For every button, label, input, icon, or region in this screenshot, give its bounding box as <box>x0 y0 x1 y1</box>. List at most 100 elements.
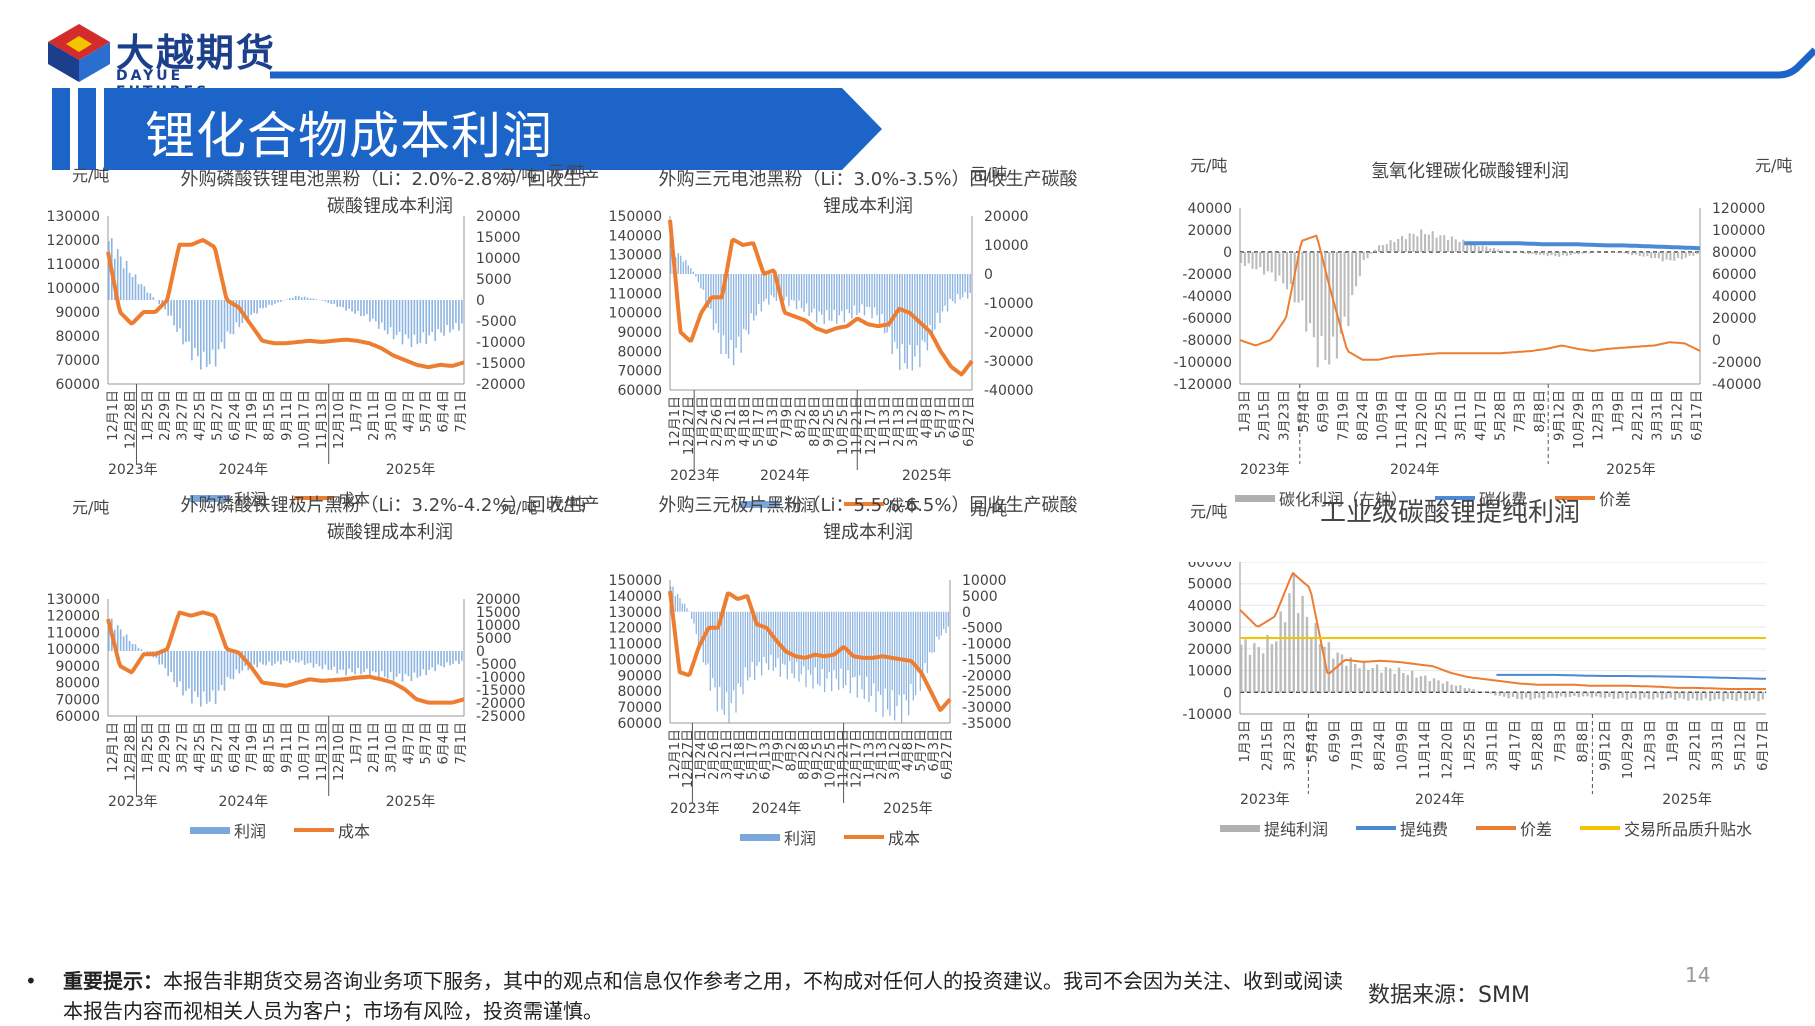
profit-bar <box>1639 692 1641 700</box>
profit-bar <box>733 612 734 691</box>
profit-bar <box>1577 252 1579 254</box>
y-left-tick-label: 110000 <box>609 286 662 302</box>
profit-bar <box>1411 671 1413 692</box>
profit-bar <box>1534 692 1536 698</box>
profit-bar <box>1661 692 1663 699</box>
profit-bar <box>265 651 267 665</box>
profit-bar <box>378 300 380 329</box>
y-left-tick-label: 130000 <box>609 248 662 264</box>
profit-bar <box>393 300 395 339</box>
profit-bar <box>325 300 327 301</box>
profit-bar <box>405 651 407 674</box>
x-tick-label: 12月27日 <box>682 396 697 455</box>
profit-bar <box>1705 692 1707 698</box>
y-left-tick-label: 110000 <box>47 625 100 641</box>
y-left-unit: 元/吨 <box>548 490 585 514</box>
profit-bar <box>455 300 457 323</box>
profit-bar <box>250 651 252 665</box>
profit-bar <box>1635 252 1637 255</box>
profit-bar <box>915 612 916 695</box>
y-right-tick-label: -20000 <box>1712 355 1762 371</box>
profit-bar <box>135 274 137 300</box>
profit-bar <box>253 651 255 665</box>
profit-bar <box>301 651 303 660</box>
x-tick-label: 3月31日 <box>1651 390 1666 441</box>
profit-bar <box>173 651 175 682</box>
profit-bar <box>176 651 178 687</box>
profit-bar <box>1464 688 1466 692</box>
profit-bar <box>1678 692 1680 698</box>
profit-bar <box>1687 692 1689 700</box>
profit-bar <box>292 651 294 660</box>
chart-title: 工业级碳酸锂提纯利润 <box>1280 500 1620 527</box>
profit-bar <box>1740 692 1742 698</box>
profit-bar <box>1279 611 1281 692</box>
year-label: 2023年 <box>670 468 720 484</box>
y-left-tick-label: 20000 <box>1187 642 1232 658</box>
x-tick-label: 7月1日 <box>454 390 469 433</box>
profit-bar <box>1319 644 1321 692</box>
profit-bar <box>129 273 131 300</box>
profit-bar <box>962 274 963 297</box>
profit-bar <box>339 651 341 670</box>
profit-bar <box>274 651 276 664</box>
y-right-tick-label: 0 <box>1712 333 1721 349</box>
x-tick-label: 7月9日 <box>780 396 795 439</box>
y-left-tick-label: 100000 <box>609 306 662 322</box>
profit-bar <box>685 260 686 274</box>
profit-bar <box>849 274 850 313</box>
profit-bar <box>934 274 935 330</box>
y-left-tick-label: 90000 <box>55 659 100 675</box>
x-tick-label: 3月12日 <box>906 396 921 447</box>
profit-bar <box>777 612 778 658</box>
profit-bar <box>230 651 232 679</box>
profit-bar <box>1443 235 1445 252</box>
profit-bar <box>815 612 816 668</box>
legend-line-swatch-icon <box>294 828 334 832</box>
profit-bar <box>1345 666 1347 693</box>
profit-bar <box>738 274 739 337</box>
profit-bar <box>399 651 401 674</box>
profit-bar <box>861 612 862 690</box>
profit-bar <box>917 612 918 673</box>
year-label: 2024年 <box>218 462 268 478</box>
profit-bar <box>1681 252 1683 259</box>
profit-bar <box>1604 692 1606 698</box>
x-tick-label: 7月19日 <box>1336 390 1351 441</box>
profit-bar <box>1332 659 1334 693</box>
x-tick-label: 5月4日 <box>1306 720 1321 763</box>
profit-bar <box>1528 252 1530 254</box>
profit-bar <box>917 274 918 345</box>
y-left-tick-label: 80000 <box>617 344 662 360</box>
profit-bar <box>710 612 711 691</box>
profit-bar <box>693 272 694 274</box>
y-left-tick-label: 80000 <box>617 684 662 700</box>
profit-bar <box>176 300 178 332</box>
profit-bar <box>1762 692 1764 699</box>
profit-bar <box>1468 688 1470 692</box>
profit-bar <box>384 300 386 330</box>
y-left-unit: 元/吨 <box>1190 498 1227 522</box>
y-right-unit: 元/吨 <box>500 162 537 186</box>
profit-bar <box>691 612 692 619</box>
y-right-tick-label: -20000 <box>984 325 1034 341</box>
profit-bar <box>892 612 893 690</box>
profit-bar <box>212 651 214 690</box>
profit-bar <box>461 651 463 661</box>
profit-bar <box>1490 692 1492 693</box>
y-left-tick-label: 110000 <box>47 257 100 273</box>
profit-bar <box>938 612 939 640</box>
x-tick-label: 1月24日 <box>696 396 711 447</box>
profit-bar <box>437 300 439 329</box>
profit-bar <box>793 274 794 301</box>
y-right-tick-label: 120000 <box>1712 201 1765 217</box>
x-tick-label: 2月15日 <box>1261 720 1276 771</box>
legend-label: 价差 <box>1520 816 1552 840</box>
profit-bar <box>1363 662 1365 693</box>
profit-bar <box>844 274 845 323</box>
x-tick-label: 3月27日 <box>176 390 191 441</box>
profit-bar <box>899 274 900 370</box>
year-label: 2024年 <box>1415 792 1465 808</box>
profit-bar <box>718 274 719 333</box>
profit-bar <box>866 274 867 307</box>
